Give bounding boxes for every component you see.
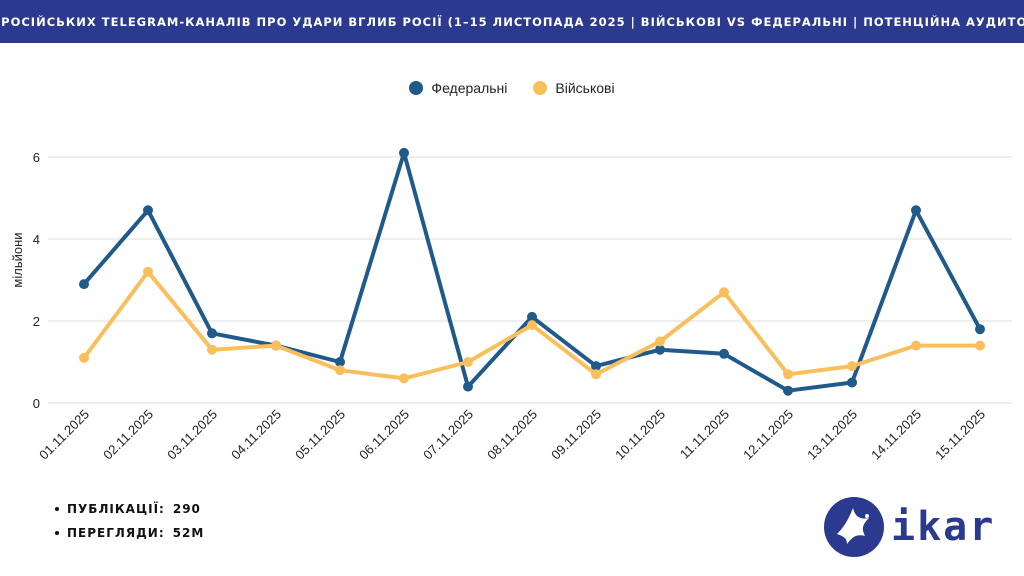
publications-label: ПУБЛІКАЦІЇ: [67,502,165,516]
data-point-federal[interactable] [399,147,409,158]
y-axis-label: мільйони [10,232,25,287]
x-tick-label: 06.11.2025 [356,407,412,463]
data-point-federal[interactable] [783,385,793,396]
data-point-military[interactable] [79,352,89,363]
views-label: ПЕРЕГЛЯДИ: [67,526,165,540]
data-point-federal[interactable] [143,205,153,216]
data-point-military[interactable] [783,369,793,380]
data-point-federal[interactable] [847,377,857,388]
data-point-military[interactable] [975,340,985,351]
data-point-military[interactable] [655,336,665,347]
data-point-military[interactable] [335,365,345,376]
x-tick-label: 03.11.2025 [164,407,220,463]
data-point-military[interactable] [719,287,729,298]
legend-item-federal[interactable]: Федеральні [409,80,507,96]
data-point-federal[interactable] [79,279,89,290]
data-point-military[interactable] [399,373,409,384]
stat-publications: ПУБЛІКАЦІЇ: 290 [55,502,204,516]
chart-title: ТОП РОСІЙСЬКИХ TELEGRAM-КАНАЛІВ ПРО УДАР… [0,14,1024,29]
series-federal [79,147,985,396]
legend-marker-military [533,81,548,95]
bullet-icon [55,507,59,511]
data-point-military[interactable] [527,320,537,331]
legend-item-military[interactable]: Військові [533,80,615,96]
ikar-logo: ikar [823,496,995,558]
data-point-federal[interactable] [463,381,473,392]
x-tick-label: 11.11.2025 [677,407,732,462]
publications-value: 290 [172,502,201,516]
data-point-military[interactable] [271,340,281,351]
x-tick-label: 15.11.2025 [932,407,988,463]
data-point-military[interactable] [847,361,857,372]
data-point-military[interactable] [463,357,473,367]
series-layer [79,147,985,396]
x-tick-label: 10.11.2025 [612,407,668,463]
x-axis-ticks: 01.11.2025 02.11.2025 03.11.2025 04.11.2025… [36,407,988,463]
summary-stats: ПУБЛІКАЦІЇ: 290 ПЕРЕГЛЯДИ: 52M [55,502,204,550]
series-line-federal [82,150,982,393]
data-point-federal[interactable] [911,205,921,216]
y-tick-label: 2 [33,314,40,329]
chart-legend: Федеральні Військові [0,80,1024,96]
x-tick-label: 01.11.2025 [36,407,92,463]
data-point-military[interactable] [143,266,153,277]
legend-label-military: Військові [555,80,615,96]
x-tick-label: 04.11.2025 [228,407,284,463]
data-point-federal[interactable] [719,348,729,359]
data-point-military[interactable] [911,340,921,351]
x-tick-label: 08.11.2025 [484,407,540,463]
stat-views: ПЕРЕГЛЯДИ: 52M [55,526,204,540]
line-chart: 0 2 4 6 мільйони 01.11.2025 02.11.2025 03.11.… [10,147,1012,463]
series-military [79,266,985,384]
bullet-icon [55,531,59,535]
data-point-military[interactable] [207,344,217,355]
title-banner: ТОП РОСІЙСЬКИХ TELEGRAM-КАНАЛІВ ПРО УДАР… [0,0,1024,43]
data-point-federal[interactable] [655,344,665,355]
data-point-federal[interactable] [591,361,601,372]
x-tick-label: 02.11.2025 [100,407,156,463]
y-tick-label: 6 [33,150,40,165]
legend-marker-federal [409,81,424,95]
x-tick-label: 05.11.2025 [292,407,348,463]
x-tick-label: 09.11.2025 [548,407,604,463]
y-tick-label: 4 [33,232,40,247]
x-tick-label: 14.11.2025 [868,407,924,463]
y-axis-ticks: 0 2 4 6 [33,150,40,411]
logo-text: ikar [891,504,996,550]
dove-icon [824,497,884,557]
y-tick-label: 0 [33,396,40,411]
x-tick-label: 07.11.2025 [420,407,476,463]
data-point-federal[interactable] [335,357,345,367]
legend-label-federal: Федеральні [431,80,508,96]
views-value: 52M [172,526,205,540]
x-tick-label: 12.11.2025 [740,407,796,463]
x-tick-label: 13.11.2025 [804,407,860,463]
data-point-military[interactable] [591,369,601,380]
data-point-federal[interactable] [975,324,985,335]
data-point-federal[interactable] [527,311,537,322]
grid-lines [48,156,1012,404]
data-point-federal[interactable] [207,328,217,339]
